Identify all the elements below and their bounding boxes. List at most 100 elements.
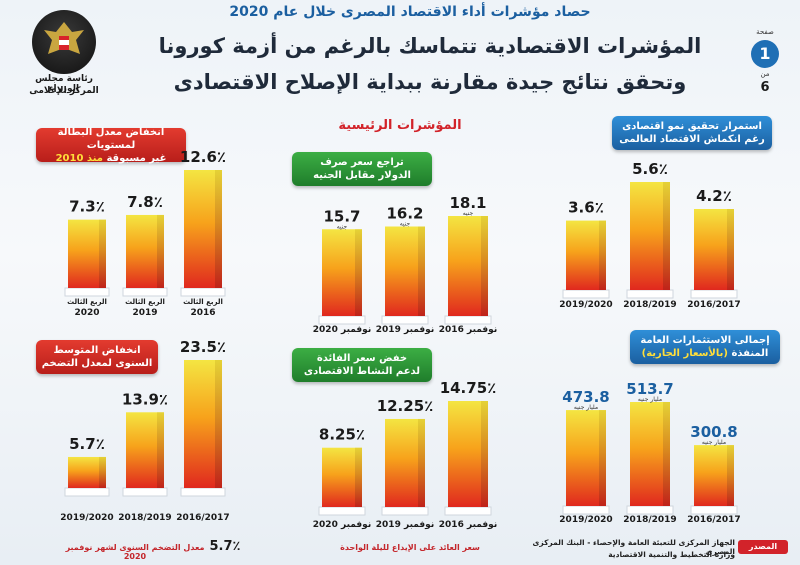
exchange_rate-unit-label-1: جنيه: [400, 220, 411, 227]
inflation-value-label-1: 13.9٪: [122, 390, 168, 408]
unemployment-bar-base-0: [180, 287, 226, 297]
inflation-bar-group-0: 23.5٪ 2016/2017: [176, 338, 229, 523]
inflation-bar-side-0: [215, 360, 222, 488]
interest-rate-title-line-1: خفض سعر الفائدة: [316, 353, 408, 364]
investments-title-line-1: إجمالى الاستثمارات العامة: [640, 335, 770, 346]
unemployment-bar-group-2: 7.3٪ الربع الثالث 2020: [64, 198, 110, 318]
investments-value-label-2: 473.8: [562, 388, 609, 406]
logo-text-media-center: المركز الإعلامى: [29, 86, 99, 96]
interest_rate-category-label-1: نوفمبر 2019: [376, 520, 434, 530]
gdp_growth-category-label-1: 2018/2019: [623, 300, 676, 310]
inflation-bar-base-1: [122, 487, 168, 497]
report-subtitle: حصاد مؤشرات أداء الاقتصاد المصرى خلال عا…: [229, 4, 591, 20]
unemployment-category-label-0-1: 2016: [190, 308, 215, 318]
investments-value-label-1: 513.7: [626, 380, 673, 398]
gdp_growth-bar-base-2: [562, 289, 610, 299]
page-title-line-2: وتحقق نتائج جيدة مقارنة ببداية الإصلاح ا…: [173, 70, 687, 94]
investments-category-label-0: 2016/2017: [687, 515, 740, 525]
gdp_growth-bar-group-0: 4.2٪ 2016/2017: [687, 187, 740, 310]
exchange_rate-bar-side-2: [355, 229, 362, 316]
unemployment-category-label-2-1: 2020: [74, 308, 99, 318]
unemployment-title-line-2: غير مسبوقة: [106, 152, 167, 164]
inflation-bar-group-1: 13.9٪ 2018/2019: [118, 390, 171, 523]
exchange_rate-category-label-2: نوفمبر 2020: [313, 325, 371, 335]
investments-title-line-2: المنفذة: [731, 348, 769, 359]
page-total: 6: [760, 80, 770, 95]
gdp_growth-bar-side-2: [599, 220, 606, 290]
cabinet-logo: رئاسة مجلس الوزراء المركز الإعلامى: [28, 10, 100, 102]
unemployment-title-highlight: منذ 2010: [55, 152, 103, 164]
exchange_rate-value-label-0: 18.1: [449, 194, 486, 212]
source-line-2: وزارة التخطيط والتنمية الاقتصادية: [608, 550, 735, 559]
interest_rate-category-label-2: نوفمبر 2020: [313, 520, 371, 530]
gdp_growth-value-label-1: 5.6٪: [632, 160, 668, 178]
gdp-growth-title: استمرار تحقيق نمو اقتصادى رغم انكماش الا…: [612, 116, 772, 150]
logo-text-cabinet: رئاسة مجلس الوزراء: [35, 74, 93, 94]
gdp_growth-bar-group-2: 3.6٪ 2019/2020: [559, 199, 612, 310]
unemployment-bar-base-2: [64, 287, 110, 297]
investments-bar-side-0: [727, 445, 734, 506]
unemployment-title-line-1: انخفاض معدل البطالة لمستويات: [57, 126, 165, 151]
interest_rate-value-label-1: 12.25٪: [377, 397, 434, 415]
unemployment-chart: 7.3٪ الربع الثالث 2020 7.8٪ الربع الثالث 2019…: [64, 148, 226, 318]
interest_rate-bar-base-0: [444, 506, 492, 516]
inflation-value-label-0: 23.5٪: [180, 338, 226, 356]
unemployment-bar-group-0: 12.6٪ الربع الثالث 2016: [180, 148, 226, 318]
investments-unit-label-1: مليار جنيه: [638, 396, 662, 403]
inflation-category-label-1: 2018/2019: [118, 513, 171, 523]
investments-bar-base-0: [690, 505, 738, 515]
investments-value-label-0: 300.8: [690, 423, 737, 441]
interest-rate-chart: 8.25٪ نوفمبر 2020 12.25٪ نوفمبر 2019 14.75٪ ن…: [313, 379, 497, 530]
source-label: المصدر: [738, 540, 788, 554]
exchange_rate-value-label-1: 16.2: [386, 204, 423, 222]
page-indicator: صفحة 1 من 6: [748, 28, 782, 100]
exchange_rate-bar-base-2: [318, 315, 366, 325]
unemployment-category-label-2-0: الربع الثالث: [67, 298, 107, 306]
investments-bar-base-1: [626, 505, 674, 515]
investments-unit-label-2: مليار جنيه: [574, 404, 598, 411]
unemployment-category-label-1-1: 2019: [132, 308, 157, 318]
inflation-chart: 5.7٪ 2019/2020 13.9٪ 2018/2019 23.5٪ 2016/201…: [60, 338, 229, 523]
exchange_rate-category-label-1: نوفمبر 2019: [376, 325, 434, 335]
page-of-label: من: [760, 70, 770, 78]
exchange_rate-unit-label-2: جنيه: [337, 223, 348, 230]
interest_rate-value-label-2: 8.25٪: [319, 426, 365, 444]
unemployment-value-label-1: 7.8٪: [127, 193, 163, 211]
interest_rate-bar-group-0: 14.75٪ نوفمبر 2016: [439, 379, 497, 530]
gdp_growth-category-label-0: 2016/2017: [687, 300, 740, 310]
gdp_growth-bar-group-1: 5.6٪ 2018/2019: [623, 160, 676, 310]
inflation-title: انخفاض المتوسط السنوى لمعدل التضخم: [36, 340, 158, 374]
exchange-rate-title-line-2: الدولار مقابل الجنيه: [313, 170, 411, 181]
inflation-bar-side-1: [157, 412, 164, 488]
gdp-growth-title-line-2: رغم انكماش الاقتصاد العالمى: [619, 134, 765, 145]
unemployment-value-label-0: 12.6٪: [180, 148, 226, 166]
gdp-growth-chart: 3.6٪ 2019/2020 5.6٪ 2018/2019 4.2٪ 2016/2017: [559, 160, 740, 310]
inflation-note: معدل التضخم السنوى لشهر نوفمبر 2020: [65, 543, 205, 561]
inflation-value-label-2: 5.7٪: [69, 435, 105, 453]
exchange-rate-title-line-1: تراجع سعر صرف: [320, 157, 404, 168]
interest_rate-bar-group-1: 12.25٪ نوفمبر 2019: [376, 397, 434, 530]
exchange_rate-bar-side-1: [418, 226, 425, 316]
gdp_growth-category-label-2: 2019/2020: [559, 300, 612, 310]
source-line-1: الجهاز المركزى للتعبئة العامة والإحصاء -…: [532, 538, 735, 556]
inflation-category-label-0: 2016/2017: [176, 513, 229, 523]
exchange_rate-category-label-0: نوفمبر 2016: [439, 325, 497, 335]
page-label: صفحة: [756, 28, 774, 36]
exchange_rate-bar-base-1: [381, 315, 429, 325]
exchange_rate-value-label-2: 15.7: [323, 207, 360, 225]
interest_rate-bar-base-1: [381, 506, 429, 516]
investments-category-label-2: 2019/2020: [559, 515, 612, 525]
investments-title: إجمالى الاستثمارات العامة المنفذة (بالأس…: [630, 330, 780, 364]
gdp-growth-title-line-1: استمرار تحقيق نمو اقتصادى: [622, 121, 762, 132]
inflation-category-label-2: 2019/2020: [60, 513, 113, 523]
exchange_rate-unit-label-0: جنيه: [463, 210, 474, 217]
gdp_growth-bar-side-0: [727, 209, 734, 290]
eagle-emblem-icon: [32, 10, 96, 74]
